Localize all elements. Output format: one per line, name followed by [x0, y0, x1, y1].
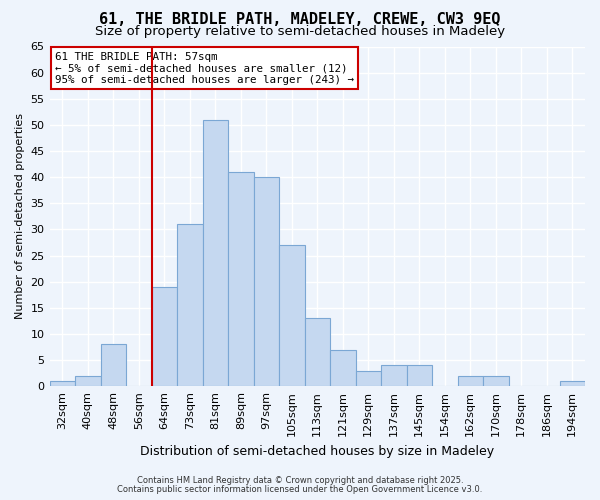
- Bar: [279, 245, 305, 386]
- Bar: [356, 370, 381, 386]
- Bar: [381, 366, 407, 386]
- Bar: [152, 287, 177, 386]
- Text: Contains HM Land Registry data © Crown copyright and database right 2025.: Contains HM Land Registry data © Crown c…: [137, 476, 463, 485]
- Text: Size of property relative to semi-detached houses in Madeley: Size of property relative to semi-detach…: [95, 25, 505, 38]
- Text: 61 THE BRIDLE PATH: 57sqm
← 5% of semi-detached houses are smaller (12)
95% of s: 61 THE BRIDLE PATH: 57sqm ← 5% of semi-d…: [55, 52, 354, 85]
- Bar: [330, 350, 356, 387]
- Bar: [101, 344, 126, 387]
- Bar: [177, 224, 203, 386]
- Bar: [203, 120, 228, 386]
- X-axis label: Distribution of semi-detached houses by size in Madeley: Distribution of semi-detached houses by …: [140, 444, 494, 458]
- Bar: [50, 381, 75, 386]
- Bar: [305, 318, 330, 386]
- Bar: [254, 177, 279, 386]
- Bar: [483, 376, 509, 386]
- Bar: [228, 172, 254, 386]
- Bar: [560, 381, 585, 386]
- Y-axis label: Number of semi-detached properties: Number of semi-detached properties: [15, 114, 25, 320]
- Text: 61, THE BRIDLE PATH, MADELEY, CREWE, CW3 9EQ: 61, THE BRIDLE PATH, MADELEY, CREWE, CW3…: [99, 12, 501, 28]
- Bar: [75, 376, 101, 386]
- Text: Contains public sector information licensed under the Open Government Licence v3: Contains public sector information licen…: [118, 485, 482, 494]
- Bar: [407, 366, 432, 386]
- Bar: [458, 376, 483, 386]
